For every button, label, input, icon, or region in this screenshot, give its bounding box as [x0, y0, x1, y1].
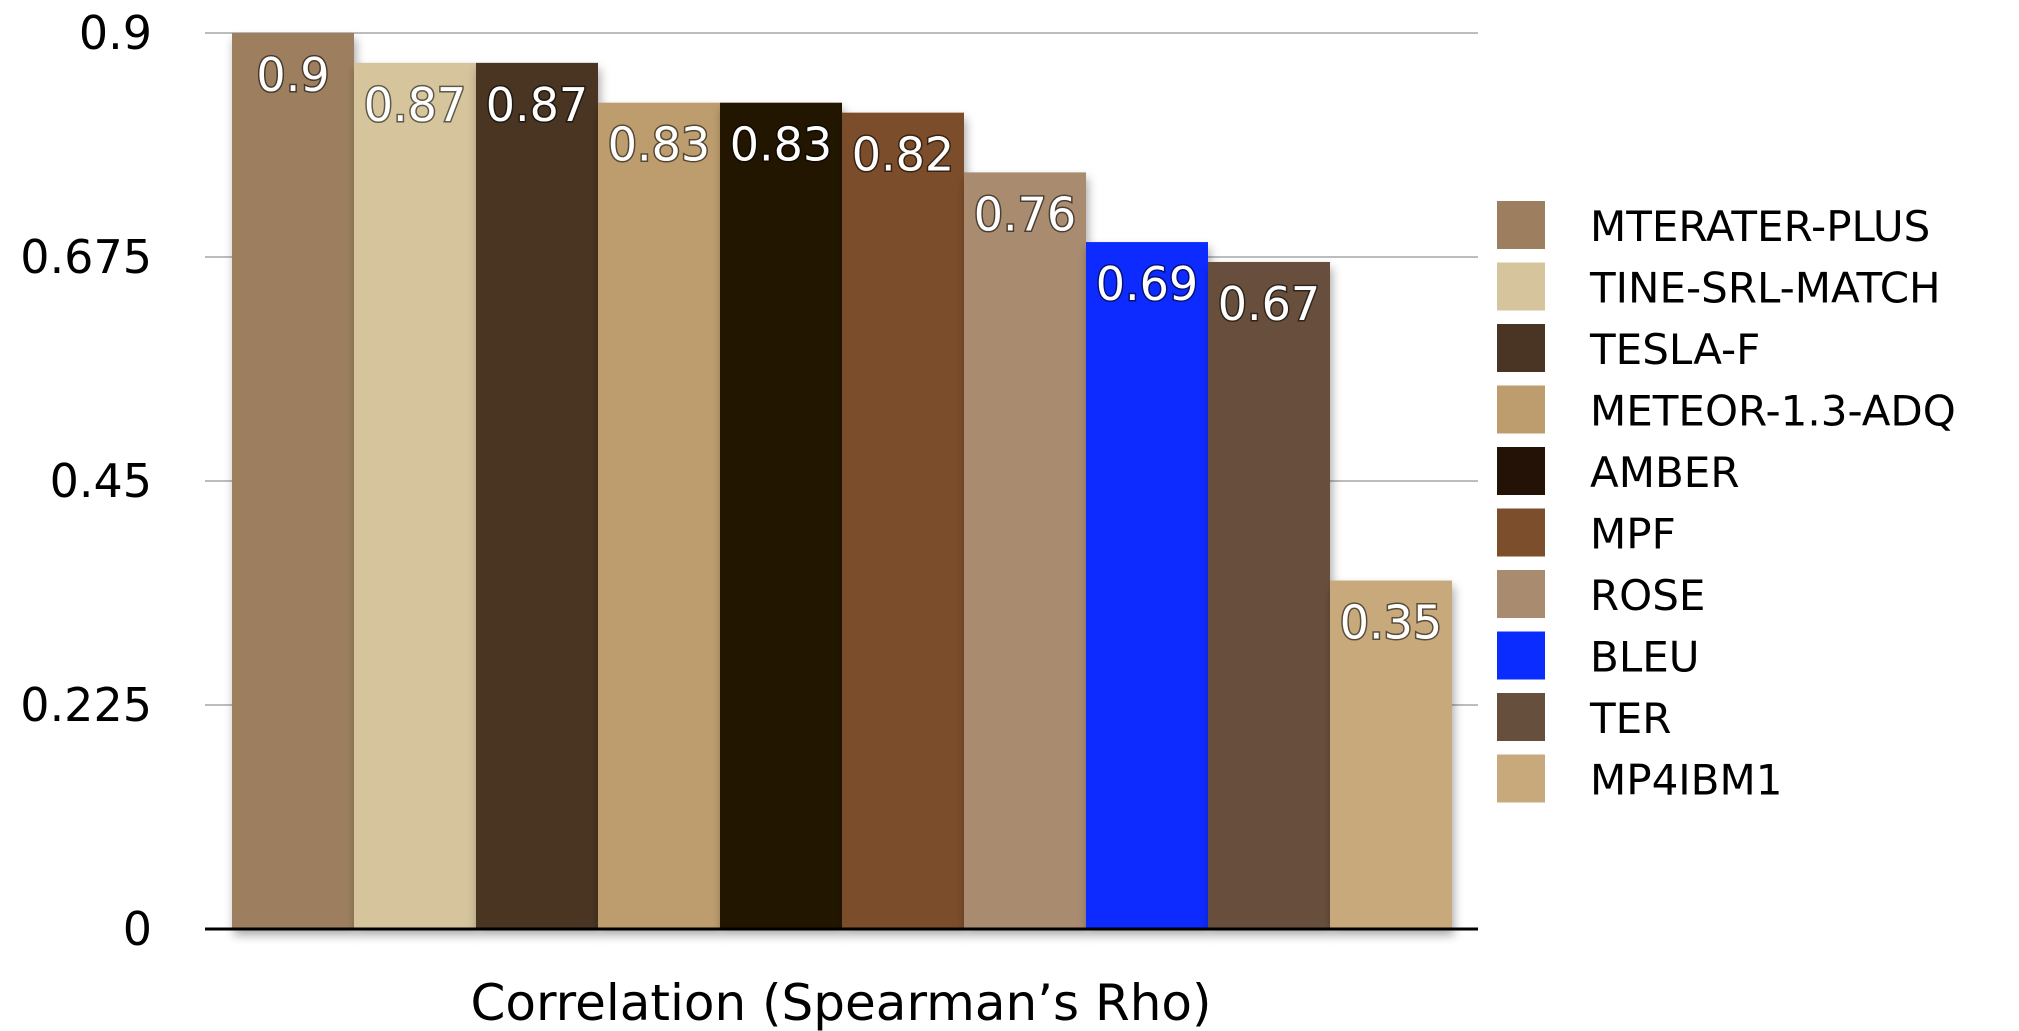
legend-swatch: [1497, 385, 1545, 434]
bar: [1208, 261, 1330, 929]
data-label: 0.82: [852, 128, 954, 182]
legend-entry: MP4IBM1: [1590, 756, 1782, 805]
legend-swatch: [1497, 631, 1545, 680]
bar: [354, 62, 476, 930]
bars: [232, 33, 1452, 930]
bar: [476, 62, 598, 930]
legend-entry: BLEU: [1590, 633, 1700, 682]
legend-entry: TINE-SRL-MATCH: [1589, 264, 1941, 313]
legend-entry: METEOR-1.3-ADQ: [1590, 387, 1956, 436]
legend-entry: TESLA-F: [1589, 325, 1760, 374]
legend-swatch: [1497, 262, 1545, 311]
legend-entry: MTERATER-PLUS: [1590, 202, 1930, 251]
legend-entry: MPF: [1590, 510, 1676, 559]
bar: [598, 102, 720, 929]
y-axis: 0 0.225 0.45 0.675 0.9: [20, 6, 152, 956]
bar: [720, 102, 842, 929]
legend-entry: TER: [1589, 694, 1671, 743]
legend-swatch: [1497, 570, 1545, 618]
data-label: 0.83: [730, 118, 832, 172]
legend-swatch: [1497, 324, 1545, 372]
data-label: 0.9: [256, 48, 329, 102]
legend-swatch: [1497, 508, 1545, 557]
y-tick-label: 0: [123, 902, 152, 956]
data-labels: 0.9 0.87 0.87 0.83 0.83 0.82 0.76 0.69 0.67 0.35: [255, 47, 1444, 652]
data-label: 0.76: [974, 187, 1076, 241]
legend-swatch: [1497, 693, 1545, 741]
legend-swatch: [1497, 754, 1545, 803]
data-label: 0.87: [486, 78, 588, 132]
x-axis-label: Correlation (Spearman’s Rho): [470, 974, 1211, 1031]
data-label: 0.87: [364, 78, 466, 132]
legend-entry: ROSE: [1590, 571, 1705, 620]
bar: [1330, 580, 1452, 929]
data-label: 0.83: [608, 118, 710, 172]
y-tick-label: 0.225: [20, 678, 152, 732]
legend-swatch: [1497, 447, 1545, 495]
legend-swatch: [1497, 201, 1545, 249]
legend: MTERATER-PLUS TINE-SRL-MATCH TESLA-F METEOR…: [1497, 201, 1956, 805]
y-tick-label: 0.45: [50, 454, 152, 508]
data-label: 0.69: [1096, 257, 1198, 311]
y-tick-label: 0.9: [79, 6, 152, 60]
data-label: 0.67: [1218, 277, 1320, 331]
bar: [1086, 242, 1208, 930]
bar: [232, 33, 354, 929]
bar: [842, 112, 964, 929]
y-tick-label: 0.675: [20, 230, 152, 284]
data-label: 0.35: [1340, 596, 1442, 650]
bar: [964, 172, 1086, 929]
legend-entry: AMBER: [1590, 448, 1740, 497]
